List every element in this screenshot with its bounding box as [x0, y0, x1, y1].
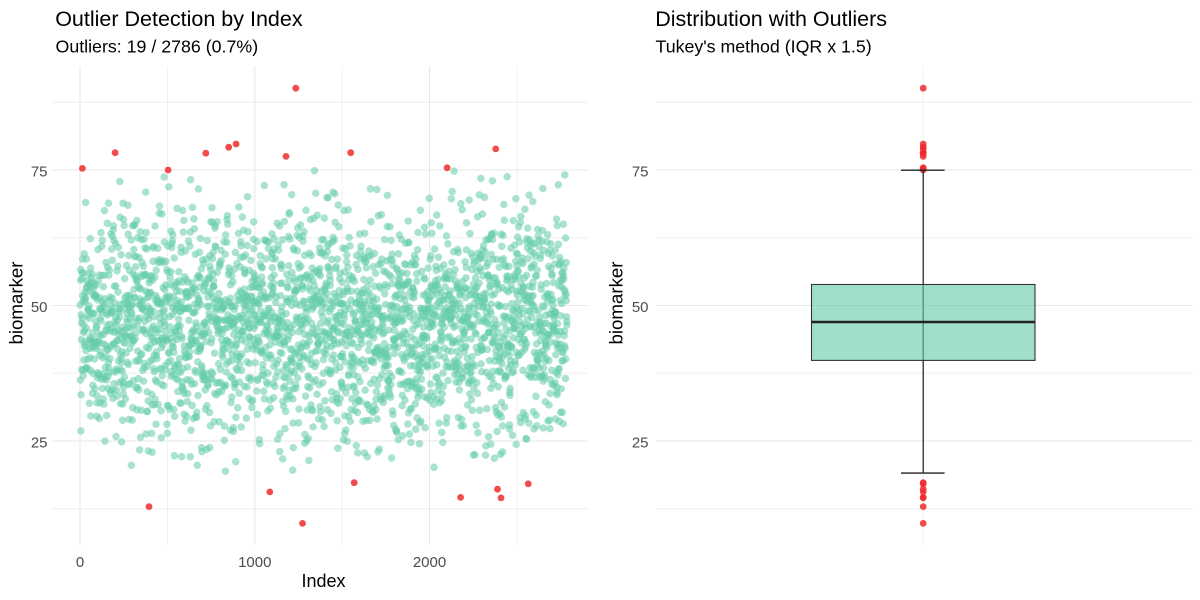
svg-text:biomarker: biomarker [6, 261, 27, 344]
svg-text:75: 75 [632, 163, 649, 180]
svg-text:50: 50 [31, 299, 48, 316]
svg-text:Index: Index [301, 571, 345, 591]
svg-text:75: 75 [31, 163, 48, 180]
svg-text:Distribution with Outliers: Distribution with Outliers [655, 7, 887, 31]
svg-text:25: 25 [31, 434, 48, 451]
svg-text:0: 0 [76, 554, 84, 571]
svg-text:1000: 1000 [238, 554, 271, 571]
svg-text:2000: 2000 [413, 554, 446, 571]
svg-text:Outliers: 19 / 2786 (0.7%): Outliers: 19 / 2786 (0.7%) [56, 37, 259, 57]
svg-text:50: 50 [632, 299, 649, 316]
svg-text:Outlier Detection by Index: Outlier Detection by Index [55, 7, 303, 31]
svg-text:biomarker: biomarker [606, 261, 627, 344]
svg-text:Tukey's method (IQR x 1.5): Tukey's method (IQR x 1.5) [656, 37, 872, 57]
svg-text:25: 25 [632, 434, 649, 451]
